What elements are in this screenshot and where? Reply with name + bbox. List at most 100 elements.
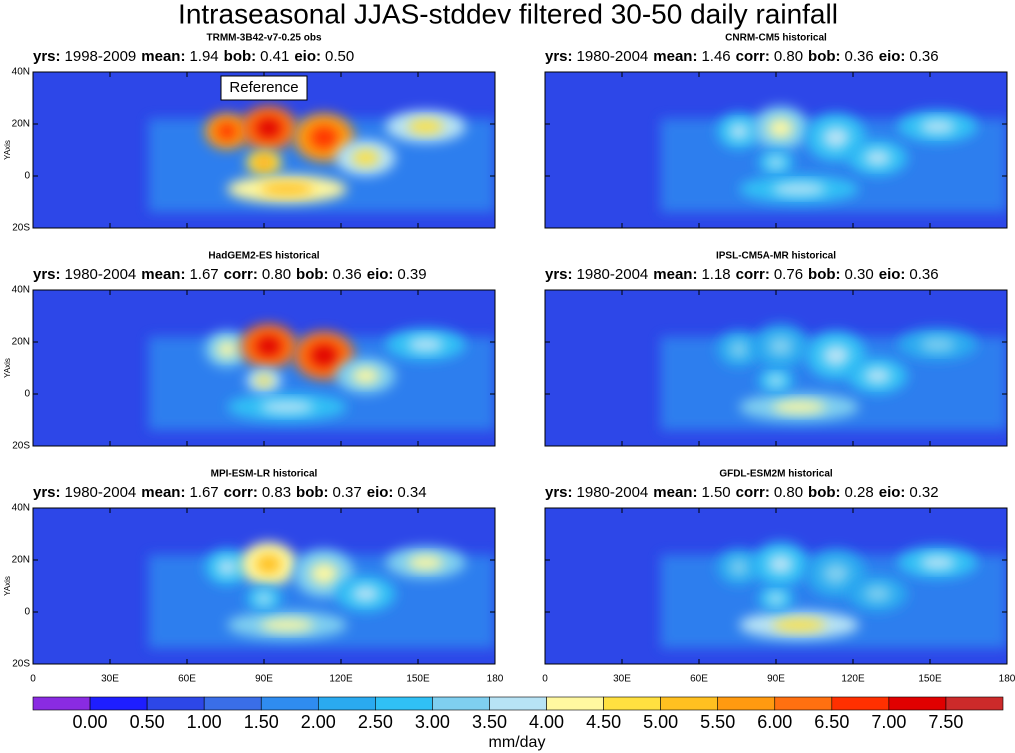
y-tick-label: 40N [12,67,30,78]
colorbar-swatch [603,696,661,711]
colorbar-label: 7.00 [871,712,906,732]
figure-title: Intraseasonal JJAS-stddev filtered 30-50… [178,0,838,29]
colorbar-label: 5.50 [700,712,735,732]
colorbar-swatch [489,696,547,711]
stat-value: 0.34 [397,484,426,501]
x-tick-label: 120E [841,674,865,685]
stat-key: eio: [879,484,906,501]
stat-key: corr: [736,48,770,65]
colorbar-swatch [432,696,490,711]
stat-value: 0.37 [333,484,362,501]
y-tick-label: 40N [12,503,30,514]
y-tick-label: 0 [24,389,30,400]
panel-stats: yrs: 1980-2004 mean: 1.46 corr: 0.80 bob: 0.36 e… [545,48,939,65]
colorbar-swatch [945,696,1004,711]
colorbar-label: 4.00 [529,712,564,732]
colorbar-label: 0.00 [73,712,108,732]
stat-key: eio: [294,48,321,65]
panel-title: TRMM-3B42-v7-0.25 obs [206,33,321,44]
map-spot [729,341,749,358]
x-tick-label: 180 [487,674,504,685]
stat-key: mean: [141,266,185,283]
stat-value: 1980-2004 [577,484,649,501]
stat-value: 0.76 [774,266,803,283]
stat-key: bob: [808,48,840,65]
map-spot [260,182,315,196]
map-spot [352,585,380,602]
x-tick-label: 90E [767,674,785,685]
colorbar-label: 1.00 [187,712,222,732]
colorbar-label: 1.50 [244,712,279,732]
panel-stats: yrs: 1980-2004 mean: 1.50 corr: 0.80 bob: 0.28 e… [545,484,939,501]
map-spot [822,344,850,367]
colorbar-label: 5.00 [643,712,678,732]
stat-value: 1.67 [189,484,218,501]
map-field [545,72,1007,228]
colorbar-swatch [546,696,604,711]
stat-key: yrs: [545,484,573,501]
map-spot [255,157,273,168]
map-spot [772,618,827,632]
stat-value: 0.80 [262,266,291,283]
stat-value: 1998-2009 [65,48,137,65]
colorbar-swatch [375,696,433,711]
y-axis-label: YAxis [3,358,12,378]
map-spot [217,559,237,576]
colorbar-swatch [89,696,148,711]
y-tick-label: 20N [12,119,30,130]
annotation: Reference [229,79,298,96]
map-spot [256,336,282,357]
colorbar-swatch [317,696,376,711]
panel-title: CNRM-CM5 historical [725,33,827,44]
map-spot [310,562,338,585]
map-spot [767,375,785,386]
stat-value: 0.28 [845,484,874,501]
map-spot [352,367,380,384]
y-tick-label: 40N [12,285,30,296]
colorbar-swatch [717,696,776,711]
stat-key: eio: [367,266,394,283]
stat-key: bob: [808,484,840,501]
panel-title: MPI-ESM-LR historical [211,469,318,480]
stat-key: corr: [224,484,258,501]
stat-key: yrs: [545,266,573,283]
map-spot [919,555,956,570]
map-spot [767,593,785,604]
map-spot [864,367,892,384]
map-spot [256,118,282,139]
y-axis-label: YAxis [3,576,12,596]
stat-key: corr: [736,484,770,501]
map-spot [822,562,850,585]
x-tick-label: 150E [918,674,942,685]
map-spot [767,157,785,168]
stat-value: 1.67 [189,266,218,283]
colorbar-swatch [888,696,947,711]
stat-value: 1980-2004 [65,266,137,283]
stat-key: yrs: [545,48,573,65]
map-spot [729,123,749,140]
map-spot [310,344,338,367]
map-spot [310,126,338,149]
panel-stats: yrs: 1980-2004 mean: 1.67 corr: 0.80 bob: 0.36 e… [33,266,427,283]
stat-value: 1.46 [701,48,730,65]
stat-value: 0.83 [262,484,291,501]
colorbar-swatch [203,696,262,711]
stat-value: 1.50 [701,484,730,501]
map-field [545,290,1007,446]
x-tick-label: 90E [255,674,273,685]
stat-value: 1980-2004 [65,484,137,501]
panel-title: GFDL-ESM2M historical [719,469,833,480]
y-tick-label: 0 [24,171,30,182]
x-tick-label: 30E [613,674,631,685]
colorbar-label: 3.00 [415,712,450,732]
y-tick-label: 20S [12,223,30,234]
map-spot [729,559,749,576]
stat-value: 0.80 [774,484,803,501]
colorbar-label: 2.50 [358,712,393,732]
colorbar-label: 6.50 [814,712,849,732]
colorbar-swatch [660,696,719,711]
map-spot [768,554,794,575]
stat-value: 0.36 [333,266,362,283]
stat-key: corr: [736,266,770,283]
map-field [33,508,495,664]
